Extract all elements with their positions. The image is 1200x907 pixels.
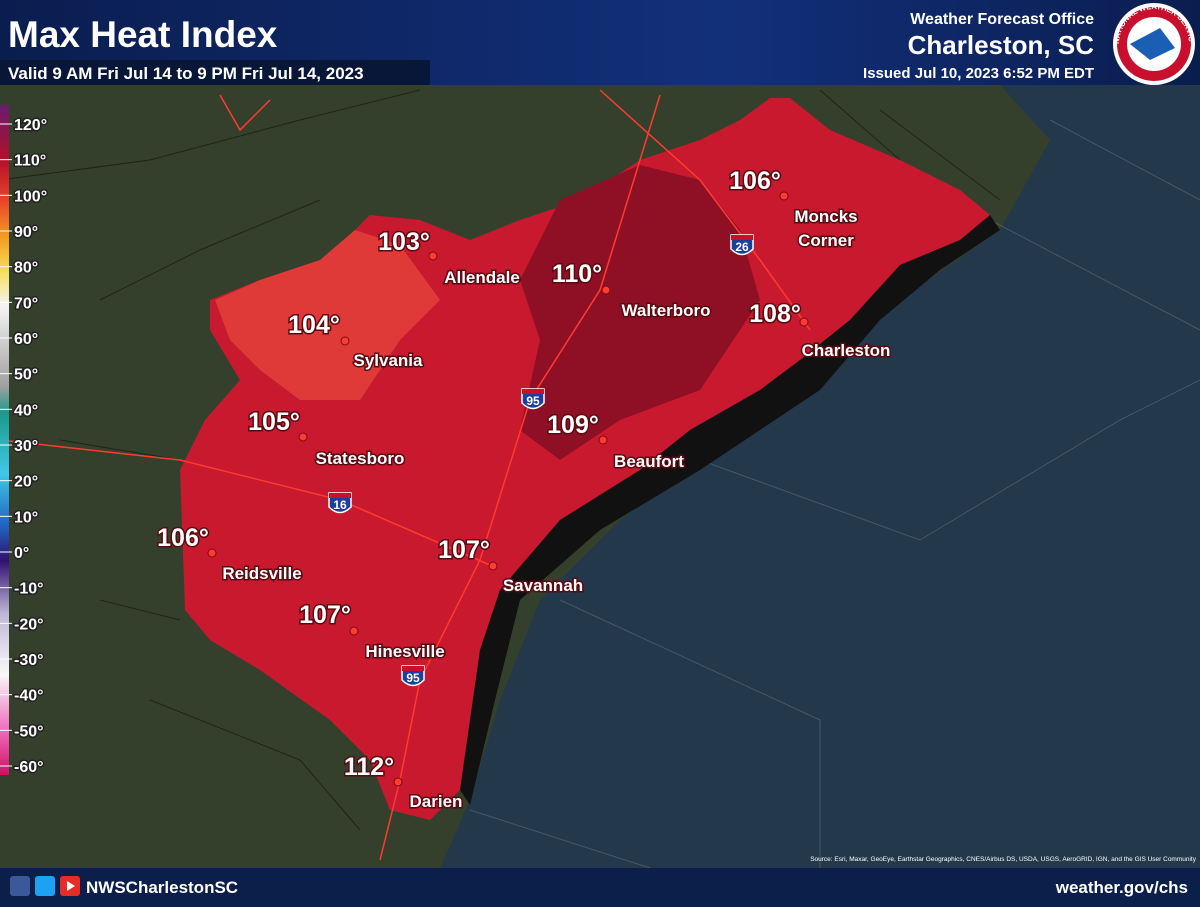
legend-label: 90° bbox=[14, 224, 38, 241]
city-name: Sylvania bbox=[354, 351, 424, 370]
city-name-line: Moncks bbox=[794, 207, 857, 226]
twitter-icon[interactable] bbox=[35, 876, 55, 896]
city-dot bbox=[779, 191, 789, 201]
legend-label: -10° bbox=[14, 581, 44, 598]
city-name-line: Corner bbox=[798, 231, 854, 250]
legend-label: 100° bbox=[14, 188, 47, 205]
legend-label: 30° bbox=[14, 438, 38, 455]
highway-number: 95 bbox=[406, 671, 420, 685]
city-dot bbox=[349, 626, 359, 636]
city-name: Charleston bbox=[802, 341, 891, 360]
source-credit: Source: Esri, Maxar, GeoEye, Earthstar G… bbox=[810, 856, 1197, 863]
legend-label: 40° bbox=[14, 402, 38, 419]
city-dot bbox=[207, 548, 217, 558]
city-name: Hinesville bbox=[365, 642, 444, 661]
city-temperature: 106° bbox=[157, 524, 209, 552]
legend-label: -60° bbox=[14, 759, 44, 776]
footer-bar bbox=[0, 868, 1200, 907]
legend-label: 70° bbox=[14, 295, 38, 312]
city-dot bbox=[799, 317, 809, 327]
city-name: Allendale bbox=[444, 268, 520, 287]
city-name: Reidsville bbox=[222, 564, 301, 583]
legend-label: -30° bbox=[14, 652, 44, 669]
legend-label: 50° bbox=[14, 367, 38, 384]
youtube-play bbox=[67, 881, 75, 891]
issued-time: Issued Jul 10, 2023 6:52 PM EDT bbox=[863, 65, 1094, 82]
legend-label: -40° bbox=[14, 688, 44, 705]
legend-label: -20° bbox=[14, 616, 44, 633]
city-temperature: 112° bbox=[344, 753, 394, 781]
highway-number: 16 bbox=[333, 498, 347, 512]
title: Max Heat Index bbox=[8, 14, 278, 55]
heat-core bbox=[520, 165, 760, 460]
city-name: Statesboro bbox=[316, 449, 405, 468]
highway-number: 26 bbox=[735, 240, 749, 254]
nws-logo-mark bbox=[1130, 28, 1175, 60]
highway-number: 95 bbox=[526, 394, 540, 408]
office-location: Charleston, SC bbox=[908, 30, 1095, 60]
city-dot bbox=[340, 336, 350, 346]
city-temperature: 103° bbox=[378, 228, 430, 256]
city-temperature: 107° bbox=[299, 601, 351, 629]
city-temperature: 109° bbox=[547, 411, 599, 439]
highway-shield-top bbox=[522, 389, 544, 394]
social-handle[interactable]: NWSCharlestonSC bbox=[86, 878, 238, 897]
city-dot bbox=[298, 432, 308, 442]
highway-shield-top bbox=[731, 235, 753, 240]
legend-label: 60° bbox=[14, 331, 38, 348]
city-temperature: 106° bbox=[729, 167, 781, 195]
city-dot bbox=[601, 285, 611, 295]
city-temperature: 104° bbox=[288, 311, 340, 339]
legend-bar bbox=[0, 105, 9, 775]
city-name: Walterboro bbox=[621, 301, 710, 320]
website[interactable]: weather.gov/chs bbox=[1055, 878, 1188, 897]
legend-label: 20° bbox=[14, 474, 38, 491]
heat-lower bbox=[215, 230, 440, 400]
legend-label: 0° bbox=[14, 545, 29, 562]
valid-bar bbox=[0, 60, 430, 85]
legend-label: 10° bbox=[14, 509, 38, 526]
office-label: Weather Forecast Office bbox=[910, 11, 1094, 28]
legend-label: 110° bbox=[14, 153, 46, 170]
legend-label: -50° bbox=[14, 723, 44, 740]
highway-shield-top bbox=[329, 493, 351, 498]
county-lines bbox=[0, 89, 1001, 831]
city-temperature: 107° bbox=[438, 536, 490, 564]
city-temperature: 108° bbox=[749, 300, 801, 328]
legend-label: 80° bbox=[14, 260, 38, 277]
city-name: Moncks Corner bbox=[794, 207, 857, 250]
city-dot bbox=[598, 435, 608, 445]
city-name: Beaufort bbox=[614, 452, 684, 471]
ocean bbox=[440, 85, 1200, 868]
city-temperature: 105° bbox=[248, 408, 300, 436]
city-dot bbox=[393, 777, 403, 787]
highway-shield-top bbox=[402, 666, 424, 671]
city-dot bbox=[488, 561, 498, 571]
city-dot bbox=[428, 251, 438, 261]
city-temperature: 110° bbox=[552, 260, 602, 288]
marine-zones bbox=[469, 119, 1200, 869]
city-name: Savannah bbox=[503, 576, 583, 595]
city-name: Darien bbox=[410, 792, 463, 811]
facebook-icon[interactable] bbox=[10, 876, 30, 896]
valid-time: Valid 9 AM Fri Jul 14 to 9 PM Fri Jul 14… bbox=[8, 64, 364, 83]
legend-label: 120° bbox=[14, 117, 47, 134]
